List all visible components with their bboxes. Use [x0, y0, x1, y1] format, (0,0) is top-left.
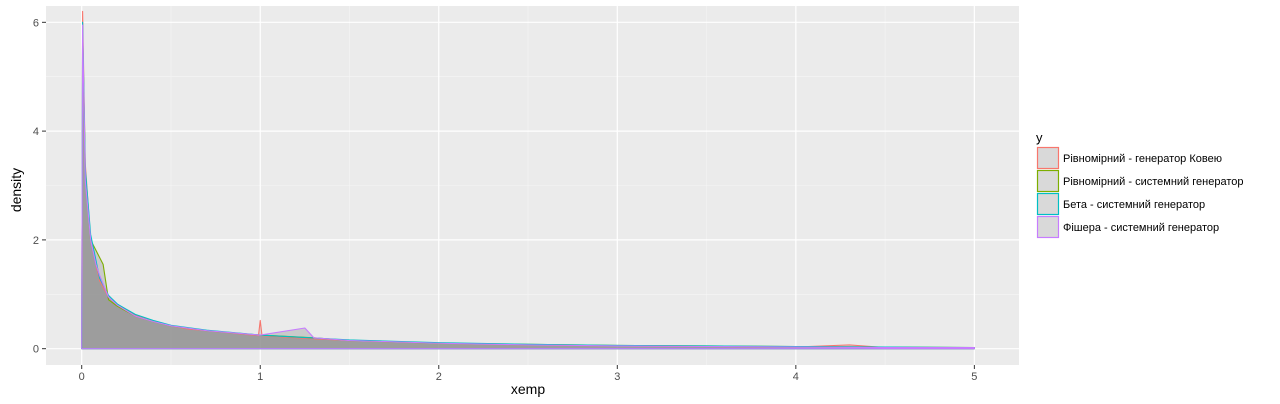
x-axis-title: xemp	[511, 381, 545, 397]
legend-label-2: Рівномірний - системний генератор	[1063, 176, 1243, 188]
series-line-1	[81, 10, 975, 350]
x-axis: 0 1 2 3 4 5	[79, 365, 977, 383]
legend-key-4	[1036, 215, 1060, 239]
y-axis: 0 2 4 6	[33, 17, 46, 356]
y-tick-label: 6	[33, 17, 39, 29]
legend: y Рівномірний - генератор Ковею Рівномірн…	[1036, 130, 1243, 239]
series-line-4	[81, 24, 975, 350]
legend-key-2	[1036, 169, 1060, 193]
x-tick-label: 3	[614, 371, 620, 383]
y-axis-title: density	[8, 168, 24, 212]
legend-key-1	[1036, 146, 1060, 170]
legend-title: y	[1036, 130, 1043, 145]
x-tick-label: 0	[79, 371, 85, 383]
legend-key-3	[1036, 192, 1060, 216]
legend-label-1: Рівномірний - генератор Ковею	[1063, 153, 1222, 165]
y-tick-label: 4	[33, 126, 39, 138]
x-tick-label: 5	[971, 371, 977, 383]
y-tick-label: 2	[33, 235, 39, 247]
legend-label-4: Фішера - системний генератор	[1063, 222, 1219, 234]
density-lines	[81, 10, 975, 350]
minor-gridlines	[46, 6, 1019, 365]
x-tick-label: 1	[257, 371, 263, 383]
x-tick-label: 2	[436, 371, 442, 383]
legend-label-3: Бета - системний генератор	[1063, 199, 1205, 211]
y-tick-label: 0	[33, 344, 39, 356]
x-tick-label: 4	[793, 371, 799, 383]
